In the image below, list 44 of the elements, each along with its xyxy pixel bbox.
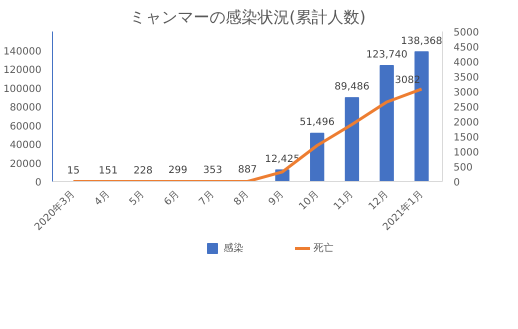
data-label: 51,496 <box>300 117 335 128</box>
data-label: 123,740 <box>366 49 408 60</box>
x-tick-label: 7月 <box>197 188 217 208</box>
y-tick-label: 20000 <box>10 158 42 170</box>
x-tick-label: 4月 <box>92 188 112 208</box>
y2-tick-label: 1000 <box>454 148 479 158</box>
y-tick-label: 60000 <box>10 121 42 132</box>
data-label: 228 <box>133 165 153 176</box>
y-tick-label: 120000 <box>3 65 42 76</box>
data-label: 89,486 <box>334 82 370 93</box>
y2-tick-label: 4000 <box>454 58 479 68</box>
y2-tick-label: 4500 <box>454 42 479 54</box>
y-tick-label: 140000 <box>3 46 42 58</box>
y2-tick-label: 3500 <box>454 72 479 84</box>
legend-label: 死亡 <box>314 242 334 254</box>
data-label: 151 <box>98 165 118 176</box>
x-tick-label: 12月 <box>366 188 391 212</box>
x-tick-label: 9月 <box>266 188 286 208</box>
bar <box>380 64 394 182</box>
x-tick-label: 11月 <box>332 188 356 212</box>
y-tick-label: 80000 <box>10 102 42 114</box>
y2-tick-label: 2500 <box>454 102 479 114</box>
legend-label: 感染 <box>224 242 244 254</box>
data-label: 15 <box>67 165 80 176</box>
x-tick-label: 5月 <box>128 188 147 208</box>
y-tick-label: 100000 <box>3 84 42 95</box>
x-tick-label: 10月 <box>297 188 322 212</box>
y2-tick-label: 5000 <box>454 28 479 38</box>
bar <box>310 132 324 182</box>
data-label: 353 <box>203 165 222 176</box>
y2-tick-label: 2000 <box>454 118 479 128</box>
data-label: 299 <box>168 165 188 176</box>
x-tick-label: 8月 <box>232 188 252 208</box>
y2-tick-label: 500 <box>454 162 473 174</box>
x-tick-label: 6月 <box>162 188 182 208</box>
data-label: 138,368 <box>400 36 442 47</box>
chart-title: ミャンマーの感染状況(累計人数) <box>129 8 366 26</box>
y-tick-label: 0 <box>35 178 42 188</box>
y-tick-label: 40000 <box>10 140 42 151</box>
y2-tick-label: 3000 <box>454 88 479 98</box>
y2-tick-label: 0 <box>454 178 460 188</box>
y2-tick-label: 1500 <box>454 132 479 144</box>
bar <box>344 97 360 182</box>
data-label: 887 <box>238 164 258 176</box>
